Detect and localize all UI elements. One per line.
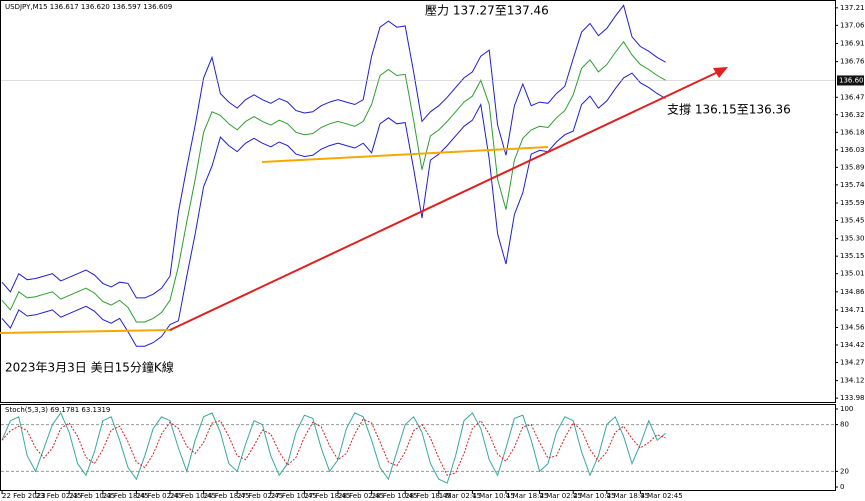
support-line [0, 329, 173, 334]
y-tick-label: 135.890 [840, 163, 865, 171]
y-tick-label: 20 [840, 467, 849, 475]
y-tick-label: 135.450 [840, 217, 865, 225]
series-line [1, 4, 666, 299]
x-tick-label: 24 Feb 02:45 [136, 492, 182, 500]
main-frame [0, 0, 836, 403]
y-tick-label: 134.860 [840, 288, 865, 296]
y-tick-label: 136.325 [840, 111, 865, 119]
y-tick-label: 137.065 [840, 21, 865, 29]
x-tick-label: 28 Feb 02:45 [338, 492, 384, 500]
y-tick-label: 134.420 [840, 341, 865, 349]
current-price-box [837, 75, 864, 86]
x-tick-label: 1 Mar 10:45 [472, 492, 514, 500]
chart-caption: 2023年3月3日 美日15分鐘K線 [5, 360, 174, 375]
current-price-label: 136.609 [839, 76, 865, 84]
stoch-frame [0, 404, 836, 491]
x-tick-label: 3 Mar 02:45 [640, 492, 682, 500]
x-tick-label: 2 Mar 10:45 [573, 492, 615, 500]
y-tick-label: 134.565 [840, 323, 865, 331]
y-tick-label: 134.275 [840, 359, 865, 367]
y-tick-label: 134.710 [840, 306, 865, 314]
x-tick-label: 23 Feb 10:45 [69, 492, 115, 500]
series-line [1, 418, 666, 476]
x-tick-label: 1 Mar 02:45 [439, 492, 481, 500]
y-tick-label: 136.765 [840, 58, 865, 66]
trend-line [169, 71, 719, 331]
x-tick-label: 24 Feb 10:45 [170, 492, 216, 500]
y-tick-label: 137.210 [840, 4, 865, 12]
y-tick-label: 80 [840, 421, 849, 429]
x-tick-label: 27 Feb 02:45 [237, 492, 283, 500]
x-tick-label: 27 Feb 18:45 [304, 492, 350, 500]
symbol-header: USDJPY,M15 136.617 136.620 136.597 136.6… [5, 3, 172, 11]
y-tick-label: 136.915 [840, 39, 865, 47]
y-tick-label: 136.470 [840, 93, 865, 101]
series-line [1, 40, 666, 323]
y-tick-label: 134.125 [840, 377, 865, 385]
y-tick-label: 136.180 [840, 128, 865, 136]
neckline [261, 146, 549, 163]
stoch-header: Stoch(5,3,3) 69.1781 63.1319 [5, 406, 110, 414]
x-tick-label: 27 Feb 10:45 [271, 492, 317, 500]
series-line [1, 411, 666, 484]
main-panel: 137.210 137.065 136.915 136.765 136.470 136.3… [1, 4, 865, 402]
y-tick-label: 135.155 [840, 252, 865, 260]
x-tick-label: 22 Feb 2023 [2, 492, 46, 500]
x-tick-label: 2 Mar 18:45 [607, 492, 649, 500]
y-tick-label: 100 [840, 405, 853, 413]
y-tick-label: 135.595 [840, 199, 865, 207]
y-tick-label: 0 [840, 483, 844, 491]
x-tick-label: 2 Mar 02:45 [540, 492, 582, 500]
stoch-panel: 100 80 20 0 [1, 405, 853, 491]
x-tick-label: 23 Feb 18:45 [103, 492, 149, 500]
y-tick-label: 133.980 [840, 394, 865, 402]
trend-arrow [713, 67, 728, 78]
x-tick-label: 24 Feb 18:45 [204, 492, 250, 500]
y-tick-label: 136.035 [840, 146, 865, 154]
x-tick-label: 23 Feb 02:45 [36, 492, 82, 500]
x-tick-label: 1 Mar 18:45 [506, 492, 548, 500]
y-tick-label: 135.010 [840, 270, 865, 278]
x-tick-label: 28 Feb 18:45 [405, 492, 451, 500]
series-line [1, 72, 666, 347]
y-tick-label: 135.745 [840, 181, 865, 189]
support-note: 支撐 136.15至136.36 [667, 103, 791, 117]
resistance-note: 壓力 137.27至137.46 [425, 4, 549, 18]
y-tick-label: 135.300 [840, 235, 865, 243]
x-tick-label: 28 Feb 10:45 [372, 492, 418, 500]
